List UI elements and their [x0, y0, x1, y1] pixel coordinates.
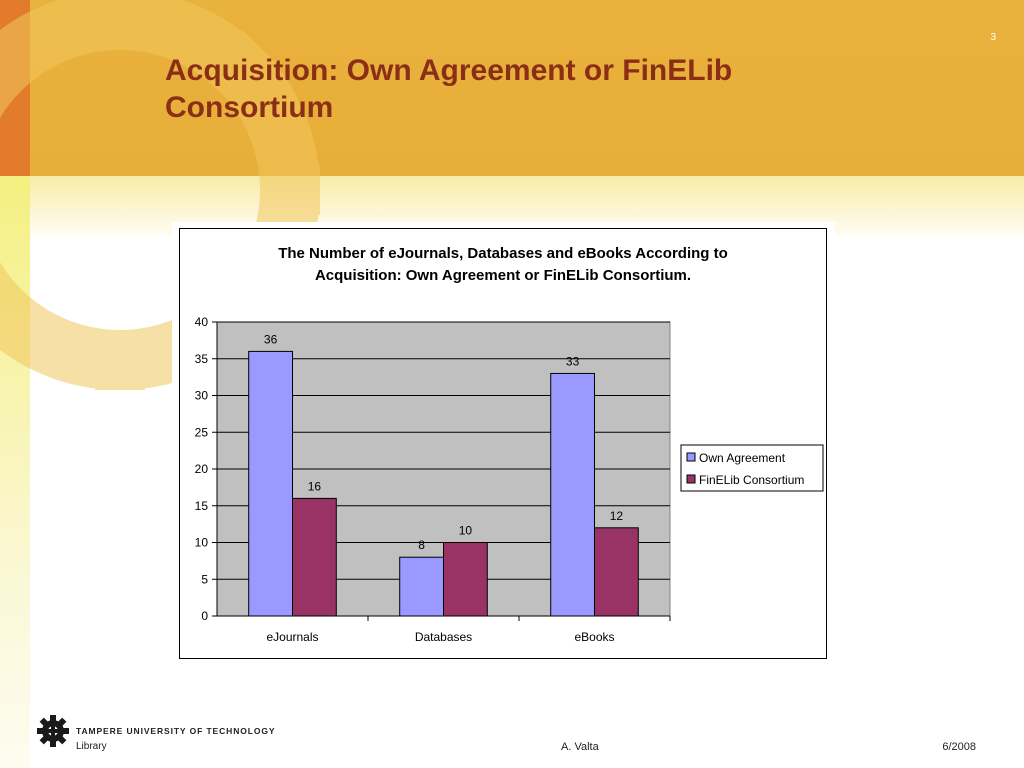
slide-title: Acquisition: Own Agreement or FinELib Co…	[165, 54, 733, 124]
data-label: 33	[566, 354, 580, 368]
bar-own-agreement	[399, 556, 445, 617]
bar-own-agreement	[550, 372, 595, 617]
y-tick-label: 25	[195, 425, 209, 439]
y-tick-label: 30	[195, 389, 209, 403]
y-tick-label: 35	[195, 352, 209, 366]
data-label: 12	[610, 509, 624, 523]
data-label: 16	[308, 479, 322, 493]
chart-title-line: Acquisition: Own Agreement or FinELib Co…	[315, 267, 691, 284]
x-tick-label: eJournals	[266, 630, 318, 644]
bar-finelib-consortium	[292, 497, 337, 617]
x-tick-label: Databases	[415, 630, 472, 644]
chart-title-line: The Number of eJournals, Databases and e…	[278, 245, 728, 262]
legend	[680, 444, 824, 492]
footer-unit: Library	[76, 741, 107, 752]
y-tick-label: 40	[195, 315, 209, 329]
y-tick-label: 0	[201, 609, 208, 623]
background-gear-icon	[0, 0, 320, 390]
y-tick-label: 15	[195, 499, 209, 513]
bar-chart: The Number of eJournals, Databases and e…	[195, 245, 824, 644]
legend-swatch	[686, 474, 696, 484]
x-tick-label: eBooks	[574, 630, 614, 644]
legend-label: FinELib Consortium	[699, 473, 804, 487]
bar-finelib-consortium	[594, 527, 639, 617]
footer-author: A. Valta	[561, 741, 599, 753]
legend-label: Own Agreement	[699, 451, 786, 465]
chart-container: The Number of eJournals, Databases and e…	[179, 228, 827, 659]
data-label: 10	[459, 524, 473, 538]
y-tick-label: 20	[195, 462, 209, 476]
gear-logo-icon	[37, 715, 69, 747]
y-tick-label: 5	[201, 572, 208, 586]
legend-swatch	[686, 452, 696, 462]
bar-finelib-consortium	[443, 542, 488, 617]
slide-number: 3	[990, 32, 996, 43]
university-name: TAMPERE UNIVERSITY OF TECHNOLOGY	[76, 726, 276, 736]
footer-date: 6/2008	[942, 741, 976, 753]
y-tick-label: 10	[195, 536, 209, 550]
data-label: 8	[418, 538, 425, 552]
bar-own-agreement	[248, 350, 293, 617]
data-label: 36	[264, 332, 278, 346]
